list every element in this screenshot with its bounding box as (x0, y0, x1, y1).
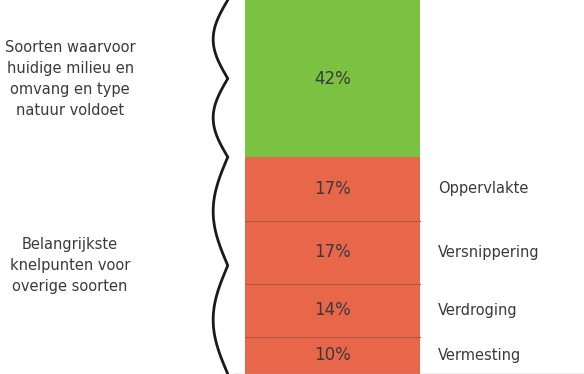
Text: 14%: 14% (315, 301, 351, 319)
Bar (245, 0, 420, 157)
Bar (245, 221, 420, 284)
Text: Belangrijkste
knelpunten voor
overige soorten: Belangrijkste knelpunten voor overige so… (10, 237, 130, 294)
Text: Vermesting: Vermesting (438, 348, 522, 363)
Text: Oppervlakte: Oppervlakte (438, 181, 529, 196)
Bar (245, 157, 420, 221)
Text: 17%: 17% (315, 180, 351, 198)
Text: Versnippering: Versnippering (438, 245, 540, 260)
Bar (245, 337, 420, 374)
Text: 17%: 17% (315, 243, 351, 261)
Text: 42%: 42% (315, 70, 351, 88)
Text: 10%: 10% (315, 346, 351, 364)
Text: Verdroging: Verdroging (438, 303, 517, 318)
Text: Soorten waarvoor
huidige milieu en
omvang en type
natuur voldoet: Soorten waarvoor huidige milieu en omvan… (5, 40, 135, 117)
Bar (245, 284, 420, 337)
